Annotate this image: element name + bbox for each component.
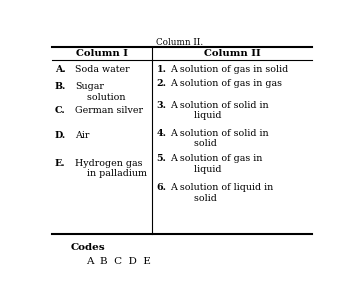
- Text: 1.: 1.: [156, 65, 166, 74]
- Text: A solution of gas in
        liquid: A solution of gas in liquid: [170, 154, 262, 174]
- Text: A solution of solid in
        liquid: A solution of solid in liquid: [170, 101, 268, 120]
- Text: 3.: 3.: [156, 101, 166, 110]
- Text: E.: E.: [55, 159, 65, 168]
- Text: Air: Air: [75, 131, 89, 140]
- Text: Soda water: Soda water: [75, 65, 130, 74]
- Text: 4.: 4.: [156, 129, 166, 138]
- Text: Column II: Column II: [204, 49, 261, 58]
- Text: A solution of gas in solid: A solution of gas in solid: [170, 65, 288, 74]
- Text: A solution of liquid in
        solid: A solution of liquid in solid: [170, 183, 273, 203]
- Text: B.: B.: [55, 82, 66, 92]
- Text: A solution of solid in
        solid: A solution of solid in solid: [170, 129, 268, 148]
- Text: A solution of gas in gas: A solution of gas in gas: [170, 79, 282, 88]
- Text: A  B  C  D  E: A B C D E: [86, 257, 150, 266]
- Text: Column II.: Column II.: [156, 39, 203, 48]
- Text: C.: C.: [55, 106, 65, 115]
- Text: 6.: 6.: [156, 183, 166, 192]
- Text: 5.: 5.: [156, 154, 166, 163]
- Text: Column I: Column I: [76, 49, 128, 58]
- Text: Hydrogen gas
    in palladium: Hydrogen gas in palladium: [75, 159, 147, 178]
- Text: D.: D.: [55, 131, 66, 140]
- Text: 2.: 2.: [156, 79, 166, 88]
- Text: A.: A.: [55, 65, 65, 74]
- Text: German silver: German silver: [75, 106, 143, 115]
- Text: Sugar
    solution: Sugar solution: [75, 82, 125, 102]
- Text: Codes: Codes: [71, 243, 105, 252]
